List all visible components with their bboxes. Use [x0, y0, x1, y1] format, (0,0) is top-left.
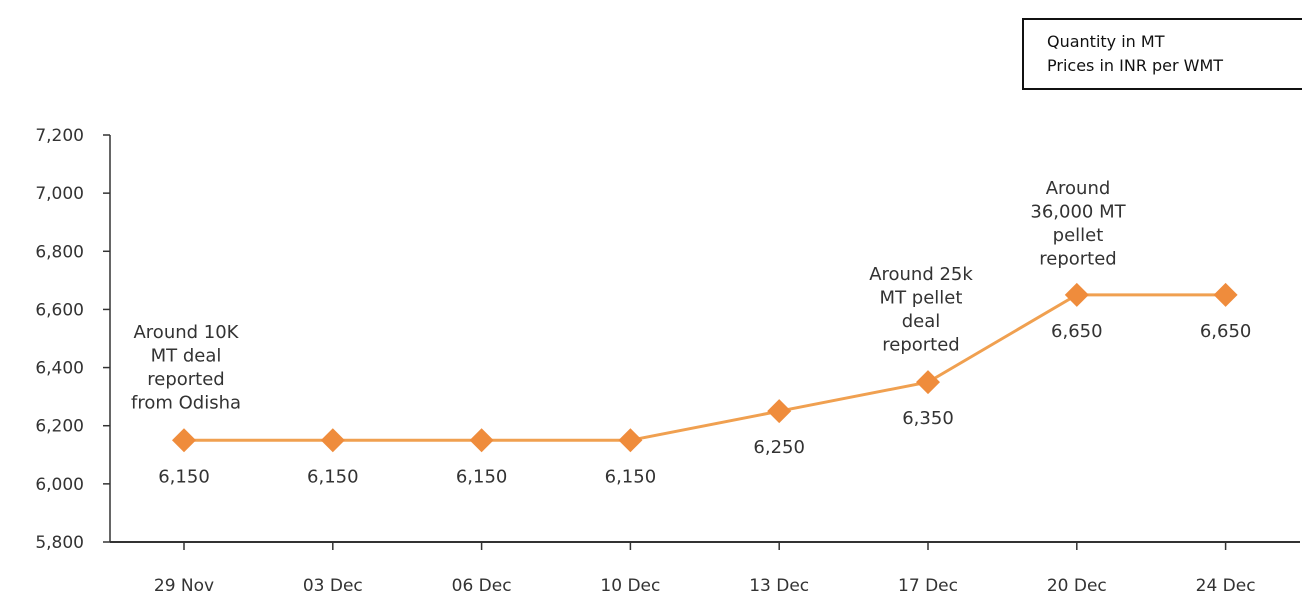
- y-axis: 5,800 6,000 6,200 6,400 6,600 6,800 7,000 7,200: [35, 126, 111, 553]
- x-tick-label: 17 Dec: [898, 576, 958, 596]
- data-label: 6,150: [456, 466, 508, 487]
- annotation-line: from Odisha: [131, 393, 241, 414]
- data-point-marker: [172, 428, 196, 453]
- x-tick-label: 10 Dec: [600, 576, 660, 596]
- data-label: 6,150: [158, 466, 210, 487]
- y-tick-label: 5,800: [35, 533, 84, 553]
- x-tick-label: 03 Dec: [303, 576, 363, 596]
- x-tick-label: 24 Dec: [1196, 576, 1256, 596]
- data-labels: 6,150 6,150 6,150 6,150 6,250 6,350 6,650 6,650: [158, 321, 1251, 487]
- x-tick-label: 13 Dec: [749, 576, 809, 596]
- data-point-marker: [1064, 282, 1089, 307]
- data-label: 6,150: [605, 466, 657, 487]
- data-label: 6,650: [1200, 321, 1252, 342]
- price-series: [172, 282, 1238, 453]
- data-label: 6,250: [753, 437, 805, 458]
- y-tick-label: 6,400: [35, 359, 84, 379]
- data-point-marker: [767, 399, 792, 424]
- y-tick-label: 7,000: [35, 184, 84, 204]
- x-axis: 29 Nov 03 Dec 06 Dec 10 Dec 13 Dec 17 Dec 20 D…: [110, 541, 1300, 596]
- annotation-line: deal: [902, 311, 941, 332]
- y-tick-label: 6,800: [35, 242, 84, 262]
- units-note-prices: Prices in INR per WMT: [1047, 56, 1224, 75]
- annotation-text: Around 36,000 MT pellet reported: [1030, 178, 1126, 270]
- annotation-text: Around 10K MT deal reported from Odisha: [131, 322, 241, 414]
- annotations: Around 10K MT deal reported from OdishaArou…: [131, 178, 1127, 414]
- annotation-line: reported: [1039, 249, 1116, 270]
- annotation-line: pellet: [1053, 225, 1104, 246]
- y-tick-label: 7,200: [35, 126, 84, 146]
- y-tick-label: 6,600: [35, 300, 84, 320]
- annotation-line: Around 10K: [133, 322, 239, 343]
- y-tick-label: 6,000: [35, 475, 84, 495]
- annotation-line: Around 25k: [869, 264, 973, 285]
- annotation-line: MT pellet: [880, 288, 963, 309]
- x-tick-label: 29 Nov: [154, 576, 214, 596]
- data-label: 6,350: [902, 408, 954, 429]
- units-note: Quantity in MT Prices in INR per WMT: [1022, 18, 1302, 90]
- units-note-quantity: Quantity in MT: [1047, 32, 1165, 51]
- series-line: [184, 293, 1226, 442]
- data-label: 6,150: [307, 466, 359, 487]
- data-point-marker: [469, 428, 494, 453]
- annotation-line: reported: [147, 369, 224, 390]
- x-tick-label: 06 Dec: [452, 576, 512, 596]
- data-point-marker: [618, 428, 643, 453]
- data-point-marker: [916, 370, 940, 395]
- annotation-line: 36,000 MT: [1030, 202, 1126, 223]
- annotation-line: MT deal: [151, 346, 222, 367]
- data-label: 6,650: [1051, 321, 1103, 342]
- annotation-line: Around: [1046, 178, 1111, 199]
- annotation-line: reported: [882, 335, 959, 356]
- y-tick-label: 6,200: [35, 417, 84, 437]
- data-point-marker: [1213, 282, 1238, 307]
- data-point-marker: [320, 428, 345, 453]
- annotation-text: Around 25k MT pellet deal reported: [869, 264, 973, 356]
- x-tick-label: 20 Dec: [1047, 576, 1107, 596]
